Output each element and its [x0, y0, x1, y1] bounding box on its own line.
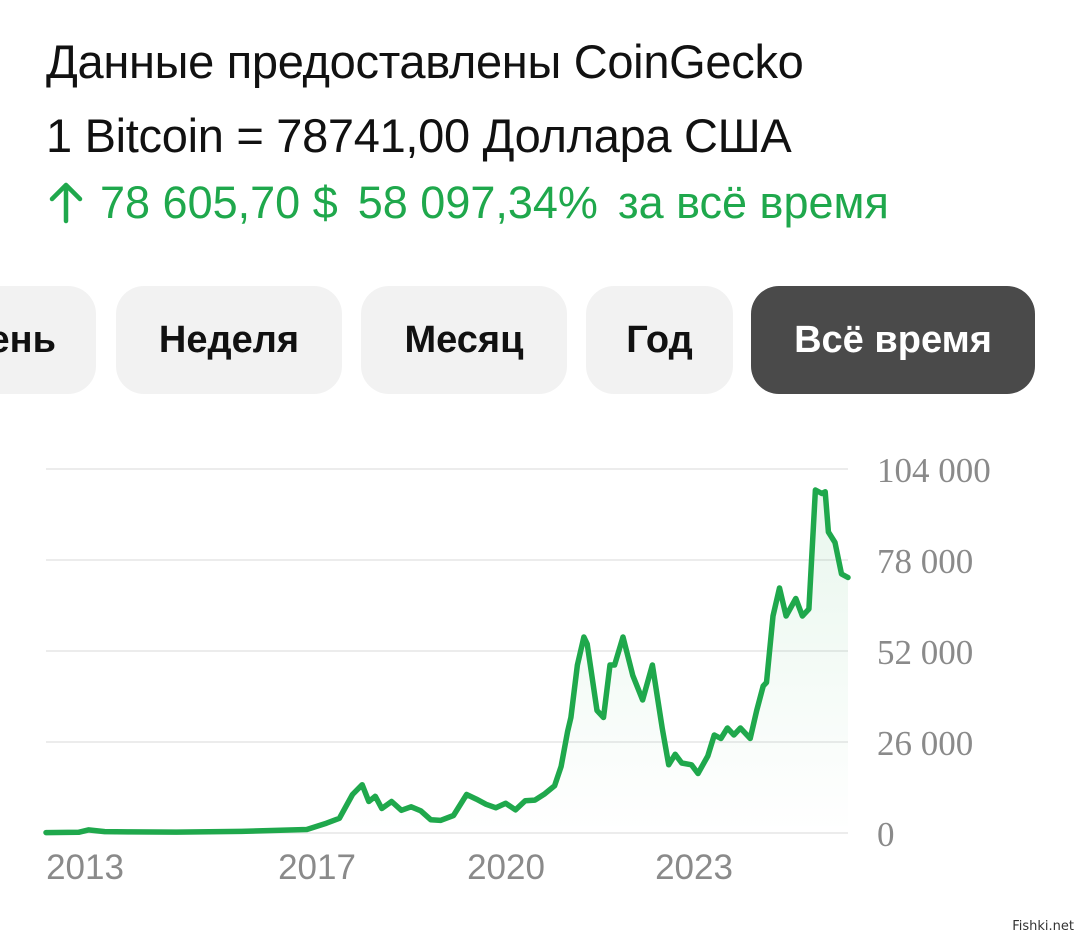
exchange-rate: 1 Bitcoin = 78741,00 Доллара США: [46, 109, 792, 162]
tab-day[interactable]: ень: [0, 286, 96, 394]
data-source-caption: Данные предоставлены CoinGecko: [46, 35, 804, 88]
y-tick-label: 104 000: [877, 451, 991, 490]
tab-month[interactable]: Месяц: [361, 286, 567, 394]
x-tick-label: 2020: [467, 848, 545, 887]
arrow-up-icon: [49, 182, 83, 224]
change-period: за всё время: [617, 177, 889, 228]
change-percent: 58 097,34%: [357, 177, 598, 228]
watermark: Fishki.net: [1012, 919, 1074, 934]
all-time-change: 78 605,70 $ 58 097,34% за всё время: [46, 175, 889, 231]
y-tick-label: 52 000: [877, 633, 973, 672]
y-tick-label: 0: [877, 815, 895, 854]
tab-year[interactable]: Год: [586, 286, 733, 394]
y-tick-label: 78 000: [877, 542, 973, 581]
y-tick-label: 26 000: [877, 724, 973, 763]
x-tick-label: 2013: [46, 848, 124, 887]
price-area: [46, 490, 848, 833]
price-line: [43, 487, 851, 836]
x-tick-label: 2023: [655, 848, 733, 887]
change-absolute: 78 605,70 $: [100, 177, 338, 228]
price-chart: 0 26 000 52 000 78 000 104 000 2013 2017 2020 20…: [43, 451, 991, 887]
tab-week[interactable]: Неделя: [116, 286, 342, 394]
tab-all-time[interactable]: Всё время: [751, 286, 1035, 394]
x-tick-label: 2017: [278, 848, 356, 887]
